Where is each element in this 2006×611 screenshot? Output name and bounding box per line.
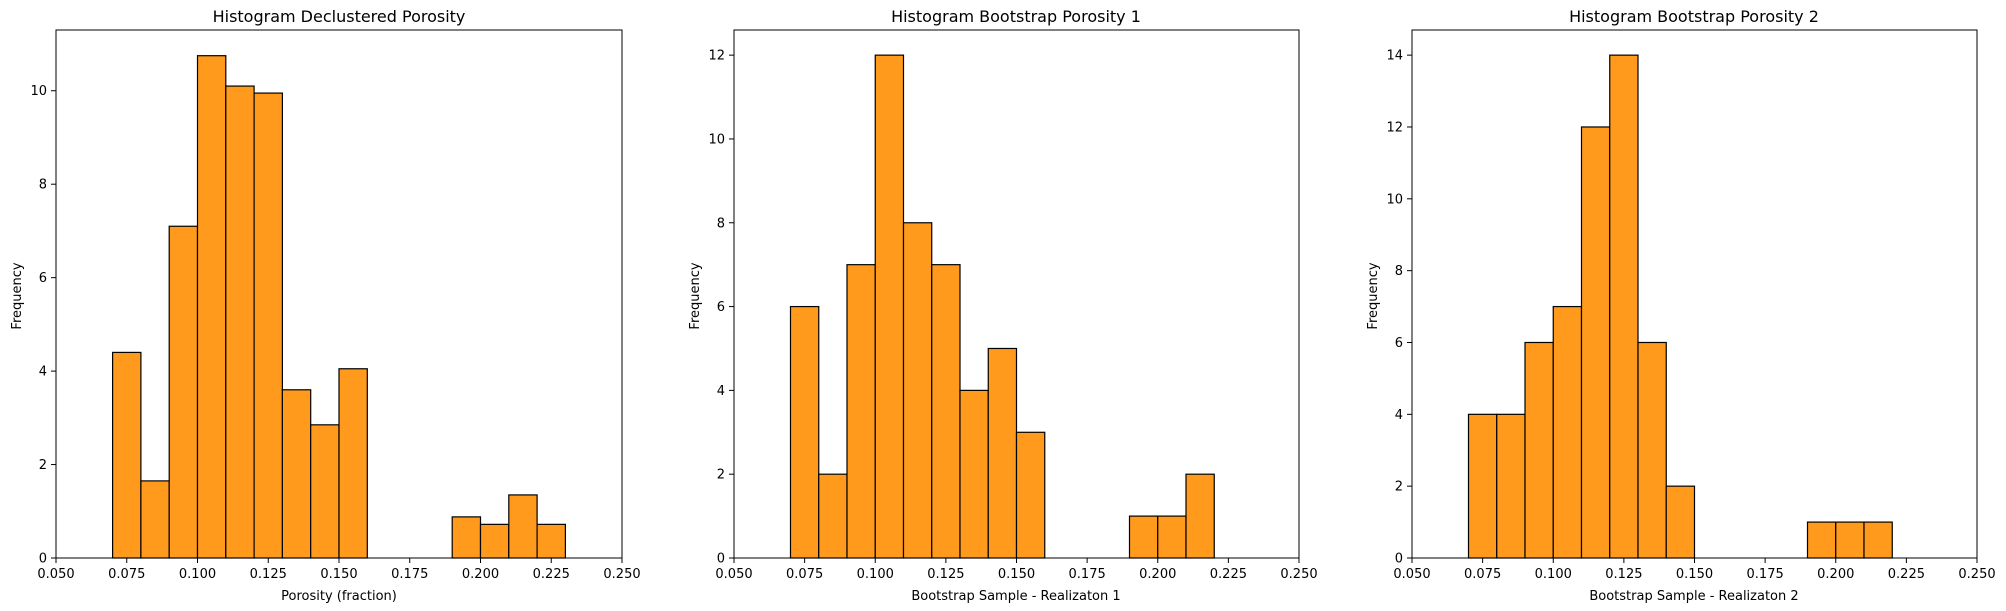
histogram-bar-3	[1552, 305, 1583, 559]
x-tick-label: 0.125	[1605, 567, 1642, 582]
declustered-porosity-panel: Histogram Declustered Porosity Porosity …	[10, 7, 641, 604]
x-tick-label: 0.200	[1139, 567, 1176, 582]
histogram-bar-10	[479, 523, 510, 559]
y-axis-label: Frequency	[688, 262, 703, 329]
histogram-bar-9	[1835, 521, 1865, 559]
bootstrap-porosity-1-panel: Histogram Bootstrap Porosity 1 Bootstrap…	[688, 7, 1318, 604]
histogram-bar-8	[338, 368, 368, 559]
histogram-bar-7	[987, 347, 1018, 559]
histogram-bar-2	[846, 264, 876, 559]
y-tick-label: 10	[708, 132, 725, 147]
y-tick-label: 8	[39, 178, 47, 193]
y-tick-label: 0	[717, 552, 725, 567]
histogram-bar-1	[818, 473, 848, 559]
y-tick-label: 8	[1395, 264, 1403, 279]
x-tick-label: 0.050	[715, 567, 752, 582]
x-tick-label: 0.100	[1535, 567, 1572, 582]
x-tick-label: 0.175	[1069, 567, 1106, 582]
histogram-bar-1	[1496, 413, 1526, 559]
x-tick-label: 0.200	[462, 567, 499, 582]
histogram-bar-3	[874, 54, 905, 559]
x-tick-label: 0.250	[603, 567, 640, 582]
x-tick-label: 0.075	[1464, 567, 1501, 582]
x-tick-label: 0.125	[927, 567, 964, 582]
x-tick-label: 0.225	[1888, 567, 1925, 582]
histogram-bar-9	[451, 516, 482, 559]
x-axis-label: Porosity (fraction)	[281, 589, 397, 604]
histogram-bar-2	[168, 225, 199, 559]
x-tick-label: 0.150	[1676, 567, 1713, 582]
chart-title: Histogram Bootstrap Porosity 1	[891, 7, 1141, 26]
chart-title: Histogram Bootstrap Porosity 2	[1569, 7, 1819, 26]
histogram-bar-6	[1637, 341, 1667, 559]
x-tick-label: 0.250	[1280, 567, 1317, 582]
x-tick-label: 0.150	[998, 567, 1035, 582]
histogram-bar-10	[1157, 515, 1187, 559]
histogram-bar-5	[931, 264, 961, 559]
x-tick-label: 0.175	[391, 567, 428, 582]
chart-title: Histogram Declustered Porosity	[213, 7, 466, 26]
x-tick-label: 0.225	[533, 567, 570, 582]
histogram-bar-0	[111, 351, 142, 559]
histogram-bar-12	[536, 523, 566, 559]
x-tick-label: 0.100	[857, 567, 894, 582]
y-tick-label: 6	[39, 271, 47, 286]
y-tick-label: 10	[1386, 192, 1403, 207]
histogram-bar-0	[1467, 413, 1498, 559]
y-tick-label: 2	[39, 458, 47, 473]
x-tick-label: 0.050	[37, 567, 74, 582]
histogram-bar-4	[225, 85, 255, 559]
histogram-bar-7	[1665, 485, 1696, 559]
histogram-bar-1	[140, 480, 170, 559]
y-tick-label: 6	[717, 300, 725, 315]
y-tick-label: 14	[1386, 49, 1403, 64]
histogram-bar-4	[1580, 126, 1611, 559]
x-tick-label: 0.200	[1817, 567, 1854, 582]
histogram-bar-0	[789, 305, 820, 559]
x-tick-label: 0.075	[108, 567, 145, 582]
y-axis-label: Frequency	[1366, 262, 1381, 329]
histogram-bar-6	[281, 389, 312, 559]
y-tick-label: 4	[39, 365, 47, 380]
histogram-bar-6	[959, 389, 989, 559]
histogram-bar-2	[1524, 341, 1554, 559]
histogram-bar-10	[1863, 521, 1893, 559]
y-tick-label: 0	[39, 552, 47, 567]
y-tick-label: 12	[1386, 120, 1403, 135]
x-tick-label: 0.225	[1210, 567, 1247, 582]
y-tick-label: 4	[1395, 408, 1403, 423]
x-tick-label: 0.125	[250, 567, 287, 582]
histogram-bar-5	[1609, 54, 1639, 559]
y-tick-label: 8	[717, 216, 725, 231]
histogram-bar-7	[310, 424, 340, 559]
x-tick-label: 0.050	[1393, 567, 1430, 582]
y-tick-label: 2	[1395, 480, 1403, 495]
x-tick-label: 0.250	[1958, 567, 1995, 582]
histogram-bar-11	[508, 494, 538, 559]
x-axis-label: Bootstrap Sample - Realizaton 2	[1589, 589, 1798, 604]
histogram-bar-11	[1185, 473, 1215, 559]
y-tick-label: 6	[1395, 336, 1403, 351]
y-tick-label: 10	[30, 84, 47, 99]
x-tick-label: 0.175	[1747, 567, 1784, 582]
histogram-bar-9	[1128, 515, 1159, 559]
histogram-bar-5	[253, 92, 284, 559]
y-axis-label: Frequency	[10, 262, 25, 329]
histogram-bar-4	[902, 222, 933, 559]
histogram-bar-3	[196, 55, 227, 559]
y-tick-label: 2	[717, 468, 725, 483]
y-tick-label: 4	[717, 384, 725, 399]
x-tick-label: 0.075	[786, 567, 823, 582]
x-tick-label: 0.150	[320, 567, 357, 582]
y-tick-label: 0	[1395, 552, 1403, 567]
histogram-bar-8	[1806, 521, 1837, 559]
x-tick-label: 0.100	[179, 567, 216, 582]
x-axis-label: Bootstrap Sample - Realizaton 1	[911, 589, 1120, 604]
bootstrap-porosity-2-panel: Histogram Bootstrap Porosity 2 Bootstrap…	[1366, 7, 1996, 604]
histogram-bar-8	[1015, 431, 1046, 559]
y-tick-label: 12	[708, 49, 725, 64]
